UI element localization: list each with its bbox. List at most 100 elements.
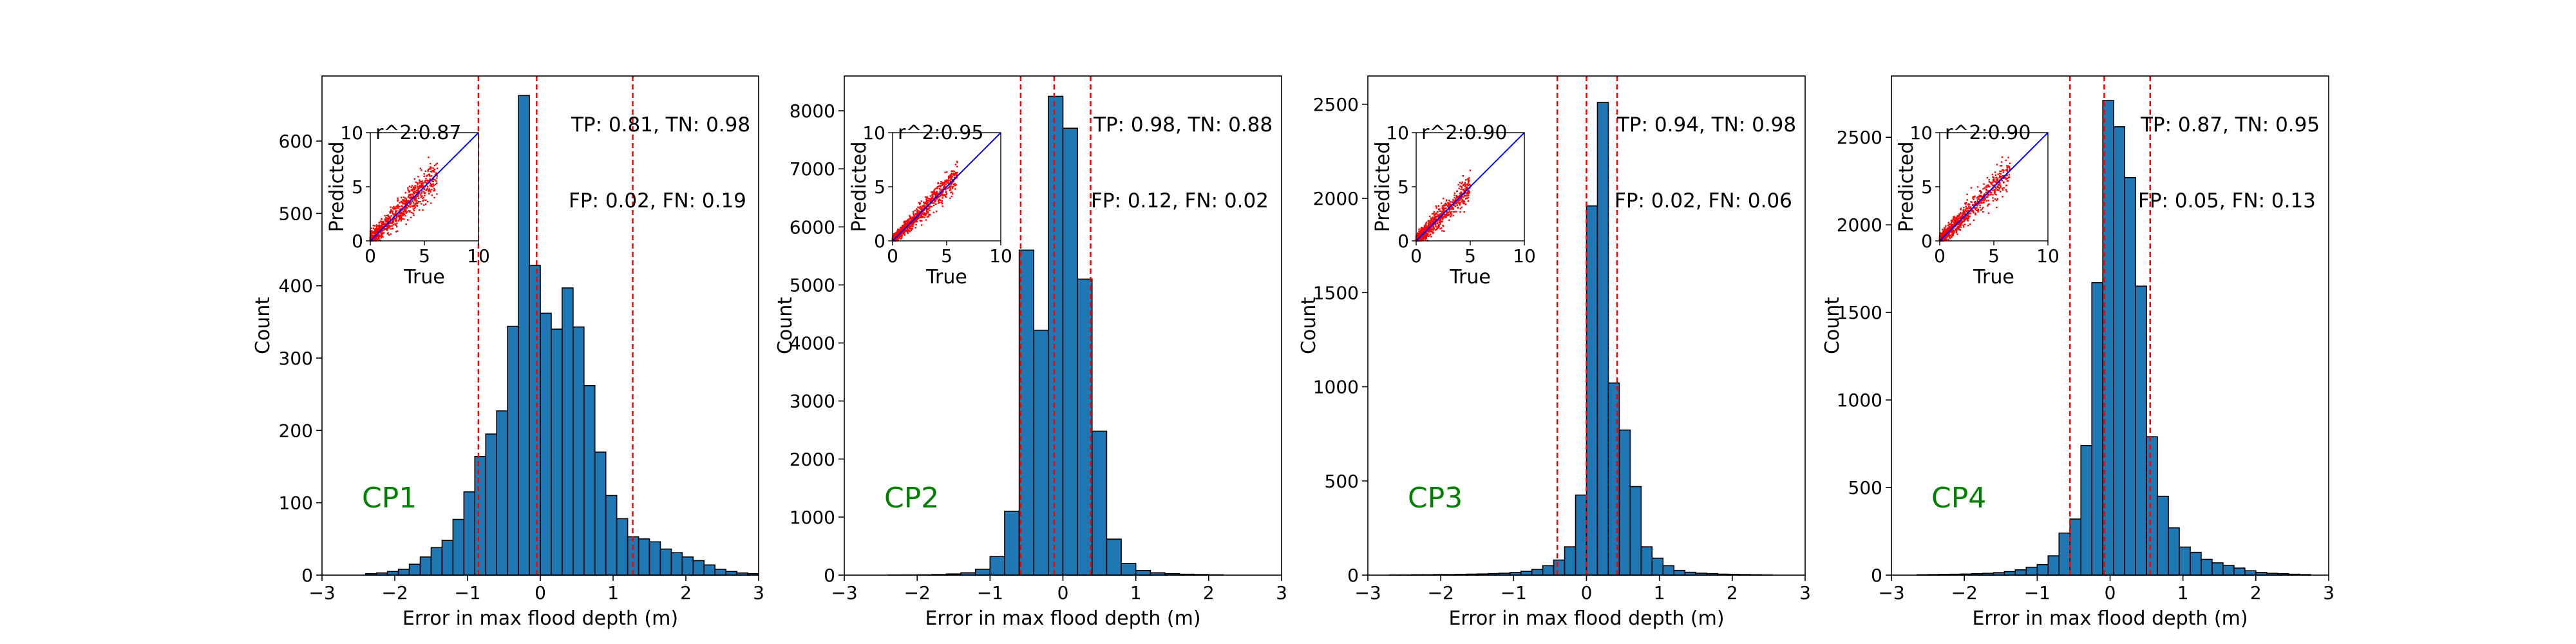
inset-y-tick-label: 0: [352, 231, 363, 252]
inset-point: [919, 203, 921, 205]
inset-point: [1969, 212, 1971, 214]
inset-point: [1951, 231, 1954, 233]
inset-point: [1942, 230, 1944, 232]
inset-point: [935, 203, 937, 205]
inset-point: [1468, 192, 1470, 194]
inset-point: [422, 200, 424, 202]
inset-point: [1457, 200, 1460, 202]
inset-point: [908, 230, 910, 232]
inset-point: [1945, 225, 1947, 227]
inset-point: [2002, 189, 2004, 191]
histogram-bar: [638, 538, 650, 576]
inset-point: [1432, 226, 1434, 228]
inset-point: [902, 224, 904, 227]
inset-point: [953, 176, 956, 178]
inset-point: [943, 194, 945, 196]
identity-line: [892, 132, 1001, 242]
inset-point: [1441, 230, 1443, 232]
inset-point: [1972, 196, 1975, 198]
inset-point: [1446, 205, 1449, 207]
inset-point: [426, 188, 428, 190]
inset-point: [1953, 218, 1955, 220]
inset-point: [2006, 178, 2009, 180]
inset-point: [428, 156, 430, 158]
inset-point: [413, 189, 415, 191]
x-tick-label: −3: [831, 582, 857, 603]
histogram-bars: [887, 95, 1224, 576]
inset-point: [1435, 212, 1437, 214]
inset-point: [1417, 237, 1419, 239]
inset-point: [400, 213, 402, 214]
inset-point: [413, 207, 415, 209]
inset-point: [914, 216, 916, 218]
inset-point: [910, 227, 912, 230]
inset-point: [933, 189, 935, 191]
inset-x-tick-label: 10: [1513, 245, 1536, 267]
inset-point: [1968, 207, 1970, 210]
inset-title: r^2:0.90: [1421, 122, 1507, 144]
inset-point: [1454, 205, 1455, 207]
inset-point: [911, 216, 913, 219]
inset-point: [1953, 223, 1955, 225]
inset-point: [909, 228, 911, 230]
inset-point: [945, 189, 947, 191]
inset-point: [919, 206, 922, 208]
inset-point: [389, 216, 391, 218]
inset-point: [1464, 189, 1466, 192]
inset-point: [402, 196, 405, 198]
inset-point: [1994, 193, 1996, 195]
inset-point: [929, 205, 931, 207]
inset-point: [1953, 227, 1955, 229]
inset-point: [1463, 191, 1465, 193]
inset-point: [1976, 209, 1978, 211]
histogram-bar: [1048, 95, 1064, 576]
inset-point: [1443, 215, 1445, 218]
inset-point: [1421, 226, 1423, 229]
inset-point: [1452, 211, 1454, 213]
inset-point: [411, 185, 413, 187]
inset-point: [414, 206, 416, 209]
inset-point: [950, 191, 952, 194]
inset-point: [1439, 219, 1441, 221]
inset-point: [939, 182, 942, 185]
inset-point: [1987, 185, 1990, 188]
inset-point: [901, 231, 903, 234]
inset-point: [915, 219, 918, 222]
inset-point: [941, 194, 943, 196]
inset-point: [941, 182, 943, 185]
inset-point: [1953, 220, 1955, 222]
histogram-bar: [2014, 569, 2027, 576]
inset-point: [425, 199, 427, 201]
inset-point: [940, 199, 942, 202]
inset-point: [1946, 239, 1947, 241]
inset-point: [1439, 227, 1441, 230]
inset-point: [1448, 203, 1450, 205]
y-tick-label: 200: [279, 420, 313, 441]
inset-point: [925, 219, 927, 221]
inset-point: [1423, 236, 1426, 238]
inset-point: [388, 218, 390, 221]
y-tick-label: 0: [301, 565, 313, 586]
inset-point: [429, 182, 431, 184]
inset-point: [1976, 207, 1978, 209]
inset-point: [951, 176, 954, 178]
inset-point: [951, 175, 952, 177]
inset-point: [1969, 206, 1972, 208]
histogram-bar: [518, 95, 530, 576]
inset-point: [435, 173, 437, 175]
inset-point: [400, 215, 402, 218]
inset-point: [1467, 191, 1469, 193]
inset-point: [1940, 236, 1942, 238]
inset-point: [1451, 207, 1454, 209]
annotation-tp-tn: TP: 0.81, TN: 0.98: [571, 113, 750, 137]
inset-point: [1428, 235, 1430, 238]
inset-point: [408, 196, 410, 199]
inset-point: [1419, 229, 1421, 232]
x-tick-label: 3: [1799, 582, 1811, 603]
inset-point: [1967, 224, 1969, 227]
inset-point: [1435, 229, 1437, 231]
inset-point: [1997, 173, 1999, 175]
inset-point: [2008, 176, 2011, 178]
inset-point: [435, 180, 437, 182]
